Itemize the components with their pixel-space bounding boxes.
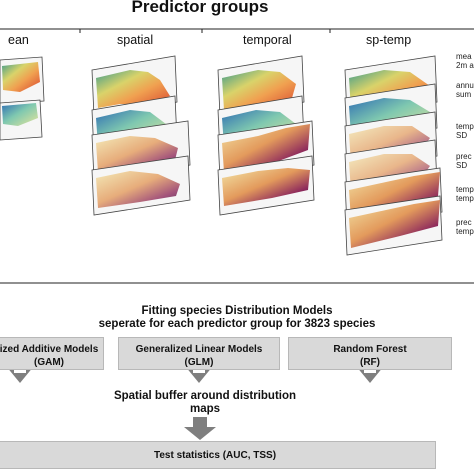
side-label-1: mea 2m a	[456, 52, 474, 70]
side-label-2: annu sum	[456, 81, 474, 99]
fitting-text: Fitting species Distribution Models sepe…	[0, 305, 474, 331]
side-label-5: temp temp	[456, 185, 474, 203]
arrow-from-gam	[6, 366, 34, 383]
arrow-from-rf	[356, 366, 384, 383]
model-name-gam: ized Additive Models	[0, 344, 99, 355]
fitting-line-1: Fitting species Distribution Models	[141, 305, 333, 317]
side-label-3: temp SD	[456, 122, 474, 140]
map-stack-spatial	[91, 55, 191, 216]
column-label-spatial: spatial	[117, 33, 154, 47]
test-statistics-label: Test statistics (AUC, TSS)	[153, 450, 277, 461]
buffer-line-2: maps	[189, 403, 221, 415]
test-statistics-box: Test statistics (AUC, TSS)	[0, 441, 436, 469]
model-abbr-glm: (GLM)	[184, 357, 214, 368]
side-label-6: prec temp	[456, 218, 474, 236]
column-label-temporal: temporal	[243, 33, 292, 47]
title-bracket	[0, 28, 474, 33]
buffer-text: Spatial buffer around distribution maps	[80, 390, 330, 416]
column-label-sp-temp: sp-temp	[366, 33, 412, 47]
diagram-title: Predictor groups	[131, 0, 269, 16]
model-name-glm: Generalized Linear Models	[135, 344, 263, 355]
arrow-to-test	[184, 417, 216, 440]
model-box-rf: Random Forest (RF)	[288, 337, 452, 370]
map-stack-temporal	[217, 55, 315, 216]
map-stack-sp-temp	[344, 55, 443, 256]
side-label-4: prec SD	[456, 152, 472, 170]
fitting-line-2: seperate for each predictor group for 38…	[98, 318, 376, 330]
map-stack-mean	[0, 56, 45, 141]
buffer-line-1: Spatial buffer around distribution	[113, 390, 297, 402]
model-box-gam: ized Additive Models (GAM)	[0, 337, 104, 370]
arrow-from-glm	[185, 366, 213, 383]
arrow-group	[6, 366, 384, 440]
model-box-glm: Generalized Linear Models (GLM)	[118, 337, 280, 370]
model-name-rf: Random Forest	[333, 344, 407, 355]
model-abbr-gam: (GAM)	[34, 357, 64, 368]
column-label-mean: ean	[8, 33, 29, 47]
model-abbr-rf: (RF)	[360, 357, 380, 368]
